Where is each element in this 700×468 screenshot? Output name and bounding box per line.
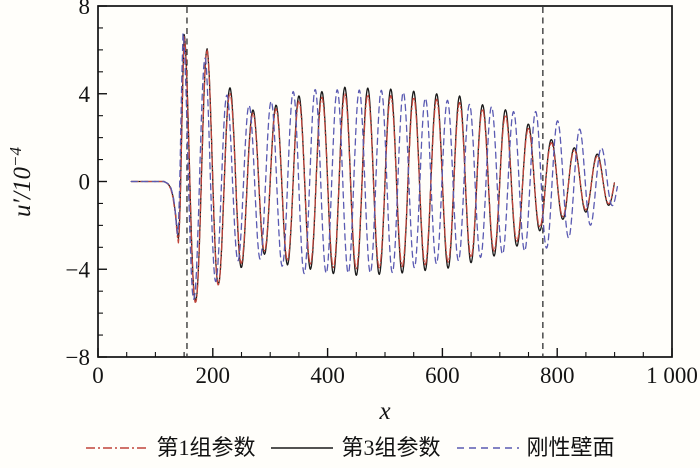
x-tick-label: 0: [92, 363, 104, 388]
y-axis-label-exponent: −4: [6, 147, 25, 167]
legend: 第1组参数 第3组参数 刚性壁面: [0, 431, 700, 465]
legend-item-group-1-params: 第1组参数: [85, 437, 255, 459]
y-axis-label-divisor: /10: [9, 167, 36, 201]
legend-label-group-3-params: 第3组参数: [341, 435, 441, 460]
x-axis-label: x: [378, 398, 390, 425]
legend-line-sample-rigid-wall: [456, 447, 519, 449]
legend-line-sample-group-3-params: [271, 447, 334, 449]
y-tick-label: −8: [66, 345, 90, 370]
y-axis-label: u′/10−4: [6, 147, 36, 217]
x-tick-label: 200: [196, 363, 231, 388]
y-tick-label: 0: [79, 170, 91, 195]
legend-item-group-3-params: 第3组参数: [270, 435, 441, 460]
x-tick-label: 600: [425, 363, 460, 388]
y-tick-label: 8: [79, 0, 91, 19]
legend-item-rigid-wall: 刚性壁面: [456, 437, 615, 459]
x-tick-label: 1 000: [646, 363, 698, 388]
y-axis-label-main: u′: [9, 198, 36, 217]
legend-line-sample-group-1-params: [86, 447, 149, 449]
legend-label-group-1-params: 第1组参数: [156, 435, 256, 460]
legend-label-rigid-wall: 刚性壁面: [526, 435, 615, 460]
x-tick-label: 400: [310, 363, 345, 388]
y-tick-label: −4: [66, 257, 91, 282]
series-line-group-1-params: [130, 36, 616, 303]
series-line-rigid-wall: [130, 32, 619, 300]
y-tick-label: 4: [79, 82, 91, 107]
x-tick-label: 800: [540, 363, 575, 388]
